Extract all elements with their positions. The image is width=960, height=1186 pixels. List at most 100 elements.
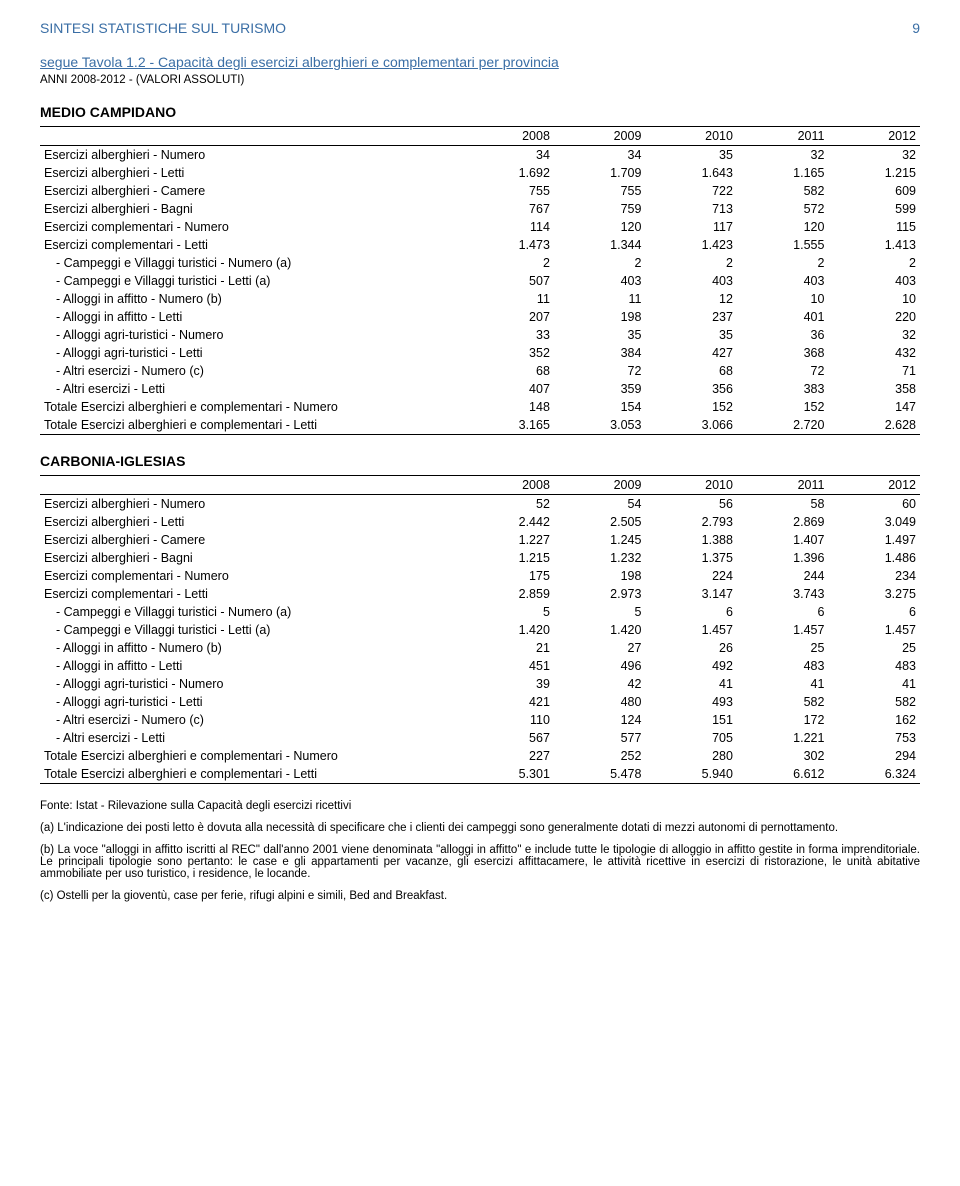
col-header: 2010: [645, 476, 737, 495]
cell-value: 35: [554, 326, 646, 344]
cell-value: 68: [462, 362, 554, 380]
table-row: - Alloggi agri-turistici - Letti35238442…: [40, 344, 920, 362]
cell-value: 1.692: [462, 164, 554, 182]
cell-value: 198: [554, 308, 646, 326]
cell-value: 582: [828, 693, 920, 711]
cell-value: 175: [462, 567, 554, 585]
cell-value: 2.505: [554, 513, 646, 531]
cell-value: 302: [737, 747, 829, 765]
table-row: - Campeggi e Villaggi turistici - Letti …: [40, 621, 920, 639]
cell-value: 572: [737, 200, 829, 218]
cell-value: 5: [554, 603, 646, 621]
cell-value: 58: [737, 495, 829, 514]
table-row: Esercizi complementari - Letti1.4731.344…: [40, 236, 920, 254]
col-header: 2009: [554, 127, 646, 146]
table-row: - Alloggi agri-turistici - Numero3335353…: [40, 326, 920, 344]
data-table: 20082009201020112012Esercizi alberghieri…: [40, 126, 920, 435]
col-header: 2008: [462, 476, 554, 495]
row-label: Esercizi alberghieri - Bagni: [40, 200, 462, 218]
col-header: 2008: [462, 127, 554, 146]
row-label: - Alloggi in affitto - Numero (b): [40, 290, 462, 308]
cell-value: 1.420: [554, 621, 646, 639]
cell-value: 2.973: [554, 585, 646, 603]
row-label: - Campeggi e Villaggi turistici - Numero…: [40, 603, 462, 621]
cell-value: 1.457: [828, 621, 920, 639]
cell-value: 224: [645, 567, 737, 585]
cell-value: 32: [828, 146, 920, 165]
cell-value: 403: [737, 272, 829, 290]
cell-value: 35: [645, 326, 737, 344]
col-header: 2010: [645, 127, 737, 146]
cell-value: 755: [462, 182, 554, 200]
section-title: CARBONIA-IGLESIAS: [40, 453, 920, 469]
cell-value: 403: [645, 272, 737, 290]
table-row: Esercizi alberghieri - Letti1.6921.7091.…: [40, 164, 920, 182]
col-header-label: [40, 127, 462, 146]
cell-value: 68: [645, 362, 737, 380]
row-label: - Alloggi agri-turistici - Letti: [40, 344, 462, 362]
table-row: Esercizi alberghieri - Camere75575572258…: [40, 182, 920, 200]
cell-value: 401: [737, 308, 829, 326]
row-label: - Alloggi agri-turistici - Numero: [40, 326, 462, 344]
col-header: 2011: [737, 476, 829, 495]
cell-value: 72: [737, 362, 829, 380]
cell-value: 71: [828, 362, 920, 380]
table-row: Esercizi complementari - Numero114120117…: [40, 218, 920, 236]
cell-value: 41: [645, 675, 737, 693]
table-title-link[interactable]: segue Tavola 1.2 - Capacità degli eserci…: [40, 54, 920, 70]
cell-value: 2.869: [737, 513, 829, 531]
cell-value: 147: [828, 398, 920, 416]
cell-value: 368: [737, 344, 829, 362]
cell-value: 172: [737, 711, 829, 729]
cell-value: 2: [554, 254, 646, 272]
cell-value: 207: [462, 308, 554, 326]
cell-value: 2.793: [645, 513, 737, 531]
table-row: - Alloggi in affitto - Numero (b)1111121…: [40, 290, 920, 308]
table-row: - Altri esercizi - Numero (c)11012415117…: [40, 711, 920, 729]
table-row: Esercizi alberghieri - Letti2.4422.5052.…: [40, 513, 920, 531]
table-row: Esercizi complementari - Numero175198224…: [40, 567, 920, 585]
cell-value: 252: [554, 747, 646, 765]
cell-value: 567: [462, 729, 554, 747]
cell-value: 1.457: [737, 621, 829, 639]
row-label: - Campeggi e Villaggi turistici - Letti …: [40, 272, 462, 290]
cell-value: 227: [462, 747, 554, 765]
cell-value: 26: [645, 639, 737, 657]
row-label: - Altri esercizi - Letti: [40, 380, 462, 398]
cell-value: 117: [645, 218, 737, 236]
cell-value: 2.442: [462, 513, 554, 531]
cell-value: 12: [645, 290, 737, 308]
cell-value: 1.473: [462, 236, 554, 254]
row-label: Totale Esercizi alberghieri e complement…: [40, 398, 462, 416]
cell-value: 32: [737, 146, 829, 165]
cell-value: 60: [828, 495, 920, 514]
cell-value: 162: [828, 711, 920, 729]
row-label: Esercizi alberghieri - Numero: [40, 146, 462, 165]
footnotes: Fonte: Istat - Rilevazione sulla Capacit…: [40, 800, 920, 902]
cell-value: 599: [828, 200, 920, 218]
note-c: (c) Ostelli per la gioventù, case per fe…: [40, 890, 920, 902]
cell-value: 713: [645, 200, 737, 218]
row-label: Esercizi complementari - Letti: [40, 585, 462, 603]
cell-value: 115: [828, 218, 920, 236]
section-title: MEDIO CAMPIDANO: [40, 104, 920, 120]
table-row: Esercizi alberghieri - Bagni767759713572…: [40, 200, 920, 218]
cell-value: 427: [645, 344, 737, 362]
cell-value: 237: [645, 308, 737, 326]
cell-value: 52: [462, 495, 554, 514]
row-label: - Altri esercizi - Letti: [40, 729, 462, 747]
cell-value: 358: [828, 380, 920, 398]
cell-value: 3.066: [645, 416, 737, 435]
cell-value: 1.420: [462, 621, 554, 639]
table-row: - Alloggi agri-turistici - Letti42148049…: [40, 693, 920, 711]
row-label: Esercizi complementari - Numero: [40, 567, 462, 585]
cell-value: 1.486: [828, 549, 920, 567]
row-label: Esercizi alberghieri - Camere: [40, 531, 462, 549]
cell-value: 1.555: [737, 236, 829, 254]
cell-value: 124: [554, 711, 646, 729]
cell-value: 120: [554, 218, 646, 236]
cell-value: 6: [645, 603, 737, 621]
row-label: - Alloggi in affitto - Letti: [40, 657, 462, 675]
cell-value: 1.457: [645, 621, 737, 639]
cell-value: 759: [554, 200, 646, 218]
